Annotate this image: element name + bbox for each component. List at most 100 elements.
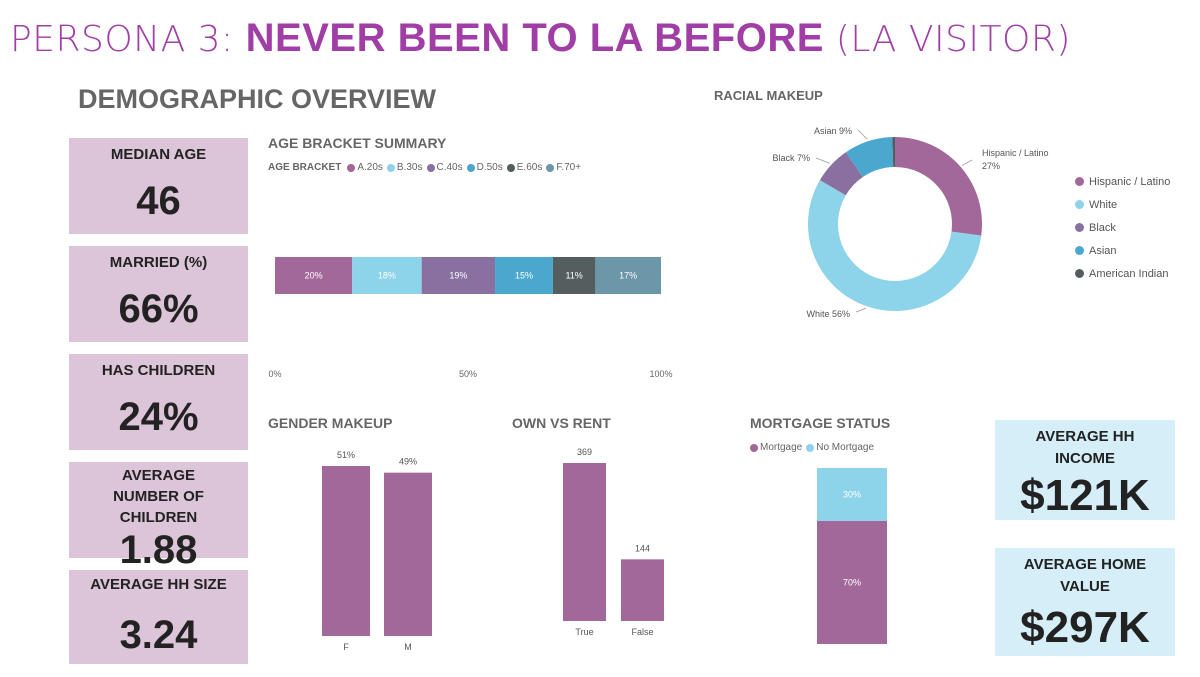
legend-dot (1075, 223, 1084, 232)
mortgage-chart: 70% 30% (817, 468, 887, 644)
age-bar-segment (275, 257, 353, 294)
legend-item: No Mortgage (806, 442, 874, 453)
legend-item: Black (1075, 216, 1170, 239)
legend-item: C.40s (426, 162, 463, 173)
race-chart-title: RACIAL MAKEUP (714, 88, 823, 103)
kpi-avg-hh-income: AVERAGE HH INCOME $121K (995, 420, 1175, 520)
legend-item: White (1075, 193, 1170, 216)
bar (322, 466, 370, 636)
legend-item: American Indian (1075, 262, 1170, 285)
race-donut-slice (895, 137, 982, 236)
legend-label: Mortgage (760, 442, 803, 453)
bar-value-label: 144 (635, 543, 650, 553)
racial-makeup-chart: Hispanic / Latino 27% White 56% Black 7% Asi… (772, 126, 1049, 319)
kpi-value: 24% (118, 395, 199, 439)
legend-dot (1075, 246, 1084, 255)
persona-prefix: PERSONA 3: (10, 19, 246, 60)
legend-dot (347, 163, 356, 172)
legend-label: White (1089, 198, 1118, 211)
race-donut-slice (808, 180, 982, 311)
race-slice-label: Hispanic / Latino (982, 148, 1049, 158)
age-bar-segment (352, 257, 422, 294)
age-bar-segment (552, 257, 596, 294)
bar (563, 463, 606, 621)
bar-category-label: M (404, 642, 412, 652)
kpi-avg-home-value: AVERAGE HOME VALUE $297K (995, 548, 1175, 656)
kpi-value: $297K (1020, 603, 1150, 652)
bar-category-label: F (343, 642, 349, 652)
gender-chart: 51% F 49% M (322, 450, 432, 652)
age-bar-label: 15% (515, 271, 533, 281)
mortgage-segment (817, 468, 887, 521)
bar (384, 472, 432, 636)
kpi-value: 3.24 (119, 613, 198, 657)
race-leader-line (815, 157, 831, 164)
legend-label: B.30s (396, 162, 423, 173)
legend-label: Black (1089, 221, 1116, 234)
mortgage-segment-label: 30% (843, 489, 861, 499)
kpi-avg-hh-size: AVERAGE HH SIZE 3.24 (69, 570, 248, 664)
race-legend: Hispanic / Latino White Black Asian American… (1075, 170, 1170, 285)
race-slice-label: White 56% (806, 309, 850, 319)
mortgage-chart-title: MORTGAGE STATUS (750, 415, 891, 431)
mortgage-segment-label: 70% (843, 577, 861, 587)
mortgage-segment (817, 520, 887, 644)
legend-item: A.20s (347, 162, 383, 173)
bar (621, 559, 664, 621)
bar-value-label: 51% (337, 450, 355, 460)
age-legend: AGE BRACKET A.20s B.30s C.40s D.50s E.60s F.7… (268, 162, 585, 173)
age-bar-label: 17% (619, 271, 637, 281)
own-vs-rent-chart: 369 True 144 False (563, 447, 664, 637)
bar-category-label: False (631, 627, 653, 637)
kpi-value: 1.88 (119, 528, 198, 572)
persona-name: NEVER BEEN TO LA BEFORE (245, 16, 824, 60)
age-bar-segment (421, 257, 496, 294)
legend-label: American Indian (1089, 267, 1169, 280)
race-leader-line (961, 159, 973, 166)
race-slice-label: Asian 9% (814, 126, 852, 136)
race-slice-label: 27% (982, 161, 1000, 171)
bar-value-label: 49% (399, 457, 417, 467)
legend-dot (1075, 269, 1084, 278)
kpi-married: MARRIED (%) 66% (69, 246, 248, 342)
legend-dot (386, 163, 395, 172)
legend-dot (806, 443, 815, 452)
section-title: DEMOGRAPHIC OVERVIEW (78, 84, 437, 114)
age-axis-tick: 50% (459, 369, 477, 379)
kpi-value: $121K (1020, 471, 1150, 520)
persona-suffix: (LA VISITOR) (823, 19, 1071, 60)
legend-dot (466, 163, 475, 172)
kpi-label: AVERAGE HH SIZE (90, 576, 227, 593)
legend-item: F.70+ (546, 162, 581, 173)
legend-label: C.40s (436, 162, 463, 173)
legend-dot (1075, 200, 1084, 209)
age-bar-label: 18% (378, 271, 396, 281)
legend-item: Hispanic / Latino (1075, 170, 1170, 193)
kpi-label: AVERAGE HOME VALUE (1023, 556, 1147, 595)
age-axis-tick: 100% (649, 369, 672, 379)
kpi-value: 66% (118, 287, 199, 331)
legend-dot (426, 163, 435, 172)
legend-label: Hispanic / Latino (1089, 175, 1171, 188)
kpi-label: MEDIAN AGE (110, 146, 207, 163)
own-chart-title: OWN VS RENT (512, 415, 611, 431)
legend-label: F.70+ (556, 162, 582, 173)
age-legend-title: AGE BRACKET (268, 162, 342, 173)
page-title: PERSONA 3: NEVER BEEN TO LA BEFORE (LA V… (10, 14, 1071, 64)
kpi-median-age: MEDIAN AGE 46 (69, 138, 248, 234)
race-donut-slice (819, 152, 863, 196)
legend-dot (506, 163, 515, 172)
bar-category-label: True (575, 627, 593, 637)
legend-item: B.30s (386, 162, 423, 173)
age-bar-label: 11% (565, 271, 582, 281)
age-bar-label: 20% (305, 271, 323, 281)
kpi-label: HAS CHILDREN (101, 362, 216, 379)
legend-label: A.20s (357, 162, 383, 173)
kpi-label: AVERAGE NUMBER OF CHILDREN (113, 467, 204, 526)
age-chart-title: AGE BRACKET SUMMARY (268, 135, 447, 151)
legend-label: D.50s (476, 162, 503, 173)
race-leader-line (857, 129, 868, 140)
kpi-has-children: HAS CHILDREN 24% (69, 354, 248, 450)
legend-item: E.60s (506, 162, 542, 173)
race-donut-slice (845, 137, 894, 177)
